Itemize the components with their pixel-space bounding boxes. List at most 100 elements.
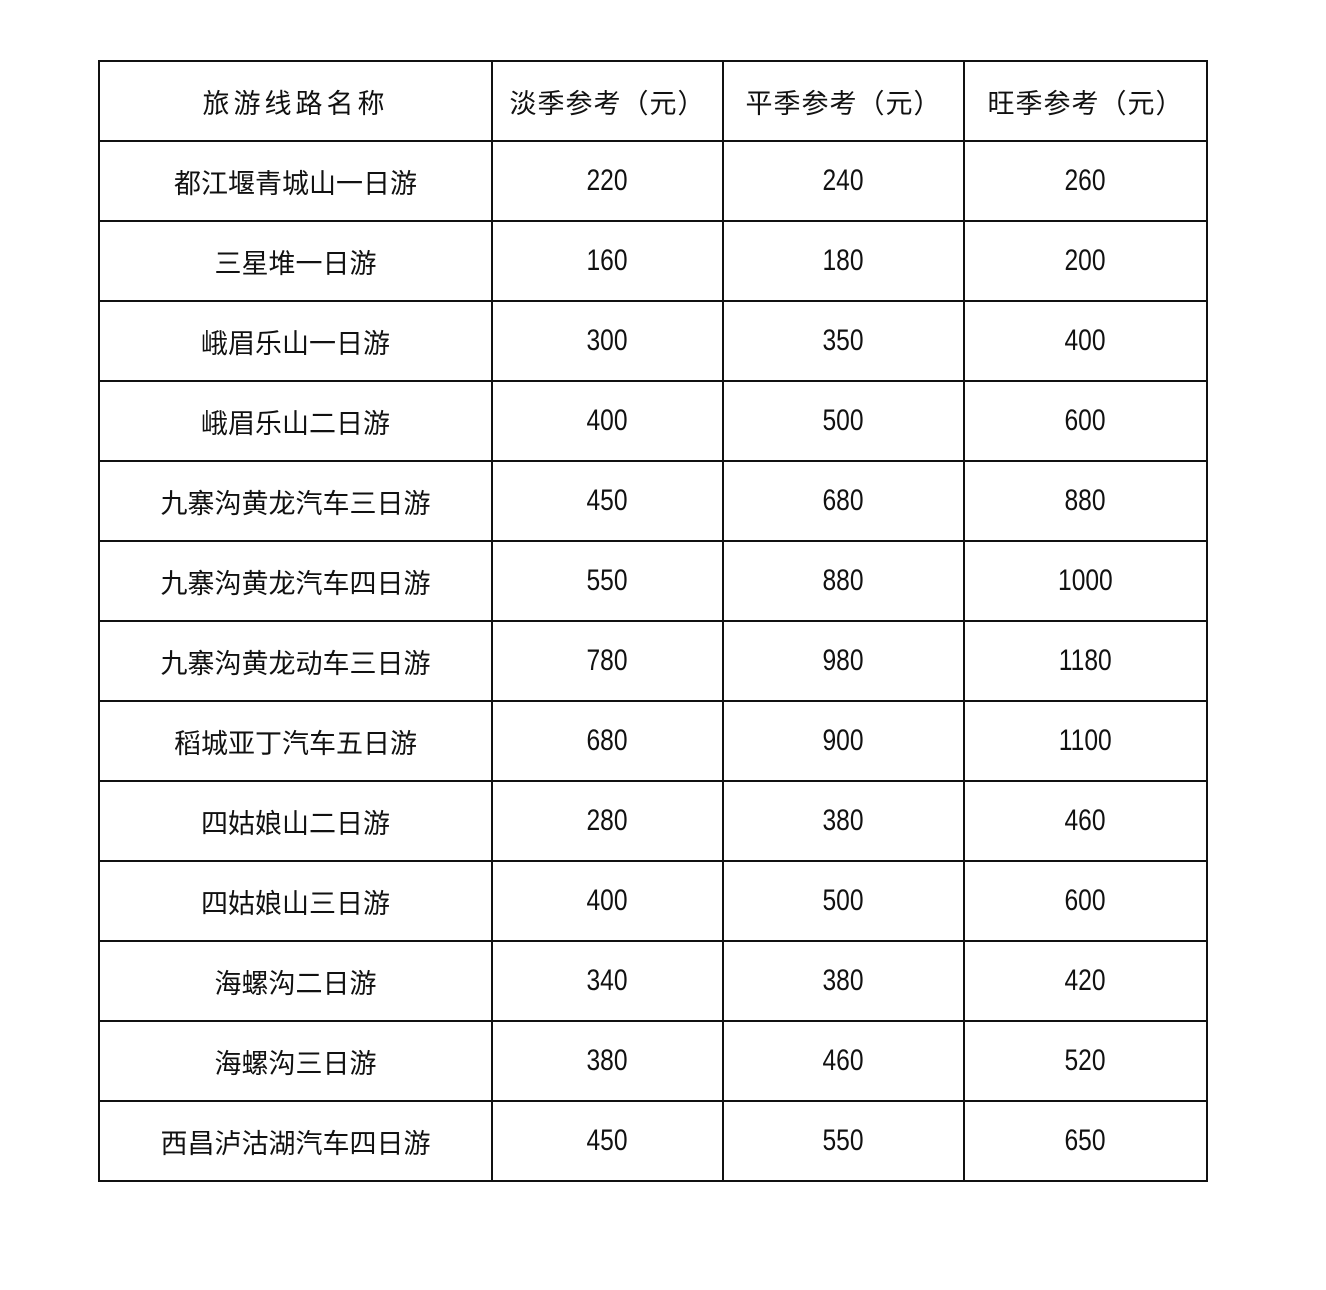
low-season-price: 160	[491, 220, 724, 302]
price-value: 380	[822, 964, 865, 997]
mid-season-price: 180	[722, 220, 965, 302]
header-row: 旅游线路名称 淡季参考（元） 平季参考（元） 旺季参考（元）	[98, 60, 1208, 142]
low-season-price: 380	[491, 1020, 724, 1102]
price-value: 380	[586, 1044, 629, 1077]
table-row: 九寨沟黄龙动车三日游 780 980 1180	[98, 620, 1208, 702]
peak-season-price: 460	[963, 780, 1208, 862]
route-name-cell: 峨眉乐山一日游	[98, 300, 493, 382]
price-value: 400	[586, 404, 629, 437]
low-season-price: 450	[491, 1100, 724, 1182]
table-row: 稻城亚丁汽车五日游 680 900 1100	[98, 700, 1208, 782]
price-value: 350	[822, 324, 865, 357]
low-season-price: 450	[491, 460, 724, 542]
table-row: 四姑娘山二日游 280 380 460	[98, 780, 1208, 862]
peak-season-price: 420	[963, 940, 1208, 1022]
header-route-name: 旅游线路名称	[98, 60, 493, 142]
mid-season-price: 240	[722, 140, 965, 222]
peak-season-price: 260	[963, 140, 1208, 222]
price-value: 680	[586, 724, 629, 757]
route-name-cell: 西昌泸沽湖汽车四日游	[98, 1100, 493, 1182]
mid-season-price: 900	[722, 700, 965, 782]
table-row: 四姑娘山三日游 400 500 600	[98, 860, 1208, 942]
low-season-price: 400	[491, 860, 724, 942]
price-value: 900	[822, 724, 865, 757]
peak-season-price: 520	[963, 1020, 1208, 1102]
price-value: 880	[822, 564, 865, 597]
route-name-cell: 稻城亚丁汽车五日游	[98, 700, 493, 782]
low-season-price: 340	[491, 940, 724, 1022]
header-mid-season: 平季参考（元）	[722, 60, 965, 142]
low-season-price: 300	[491, 300, 724, 382]
peak-season-price: 600	[963, 860, 1208, 942]
table-row: 西昌泸沽湖汽车四日游 450 550 650	[98, 1100, 1208, 1182]
price-value: 600	[1064, 884, 1107, 917]
route-name-cell: 四姑娘山二日游	[98, 780, 493, 862]
price-value: 260	[1064, 164, 1107, 197]
price-value: 400	[586, 884, 629, 917]
price-value: 460	[1064, 804, 1107, 837]
mid-season-price: 460	[722, 1020, 965, 1102]
price-value: 200	[1064, 244, 1107, 277]
route-name-cell: 峨眉乐山二日游	[98, 380, 493, 462]
price-value: 680	[822, 484, 865, 517]
price-value: 1180	[1059, 644, 1112, 677]
peak-season-price: 880	[963, 460, 1208, 542]
mid-season-price: 380	[722, 940, 965, 1022]
price-value: 1000	[1058, 564, 1113, 597]
route-name-cell: 四姑娘山三日游	[98, 860, 493, 942]
peak-season-price: 1000	[963, 540, 1208, 622]
price-value: 420	[1064, 964, 1107, 997]
route-name-cell: 九寨沟黄龙汽车三日游	[98, 460, 493, 542]
mid-season-price: 350	[722, 300, 965, 382]
mid-season-price: 880	[722, 540, 965, 622]
price-value: 460	[822, 1044, 865, 1077]
price-value: 550	[822, 1124, 865, 1157]
table-row: 峨眉乐山一日游 300 350 400	[98, 300, 1208, 382]
low-season-price: 680	[491, 700, 724, 782]
price-value: 300	[586, 324, 629, 357]
peak-season-price: 1180	[963, 620, 1208, 702]
table-row: 都江堰青城山一日游 220 240 260	[98, 140, 1208, 222]
price-value: 500	[822, 404, 865, 437]
peak-season-price: 600	[963, 380, 1208, 462]
price-value: 650	[1064, 1124, 1107, 1157]
mid-season-price: 550	[722, 1100, 965, 1182]
price-value: 160	[586, 244, 629, 277]
route-name-cell: 三星堆一日游	[98, 220, 493, 302]
route-name-cell: 海螺沟二日游	[98, 940, 493, 1022]
mid-season-price: 500	[722, 380, 965, 462]
price-value: 780	[586, 644, 629, 677]
table-row: 三星堆一日游 160 180 200	[98, 220, 1208, 302]
low-season-price: 550	[491, 540, 724, 622]
mid-season-price: 680	[722, 460, 965, 542]
header-low-season: 淡季参考（元）	[491, 60, 724, 142]
peak-season-price: 1100	[963, 700, 1208, 782]
price-value: 980	[822, 644, 865, 677]
price-value: 450	[586, 484, 629, 517]
route-name-cell: 九寨沟黄龙汽车四日游	[98, 540, 493, 622]
price-value: 180	[822, 244, 865, 277]
low-season-price: 400	[491, 380, 724, 462]
table-row: 九寨沟黄龙汽车三日游 450 680 880	[98, 460, 1208, 542]
table-row: 海螺沟二日游 340 380 420	[98, 940, 1208, 1022]
table-row: 海螺沟三日游 380 460 520	[98, 1020, 1208, 1102]
route-name-cell: 海螺沟三日游	[98, 1020, 493, 1102]
price-value: 220	[586, 164, 629, 197]
price-value: 500	[822, 884, 865, 917]
tour-price-table: 旅游线路名称 淡季参考（元） 平季参考（元） 旺季参考（元） 都江堰青城山一日游…	[98, 60, 1208, 1182]
price-value: 340	[586, 964, 629, 997]
price-value: 400	[1064, 324, 1107, 357]
price-value: 1100	[1059, 724, 1112, 757]
peak-season-price: 650	[963, 1100, 1208, 1182]
route-name-cell: 九寨沟黄龙动车三日游	[98, 620, 493, 702]
peak-season-price: 200	[963, 220, 1208, 302]
price-value: 600	[1064, 404, 1107, 437]
peak-season-price: 400	[963, 300, 1208, 382]
price-value: 520	[1064, 1044, 1107, 1077]
low-season-price: 280	[491, 780, 724, 862]
mid-season-price: 380	[722, 780, 965, 862]
mid-season-price: 980	[722, 620, 965, 702]
price-value: 550	[586, 564, 629, 597]
mid-season-price: 500	[722, 860, 965, 942]
price-value: 450	[586, 1124, 629, 1157]
